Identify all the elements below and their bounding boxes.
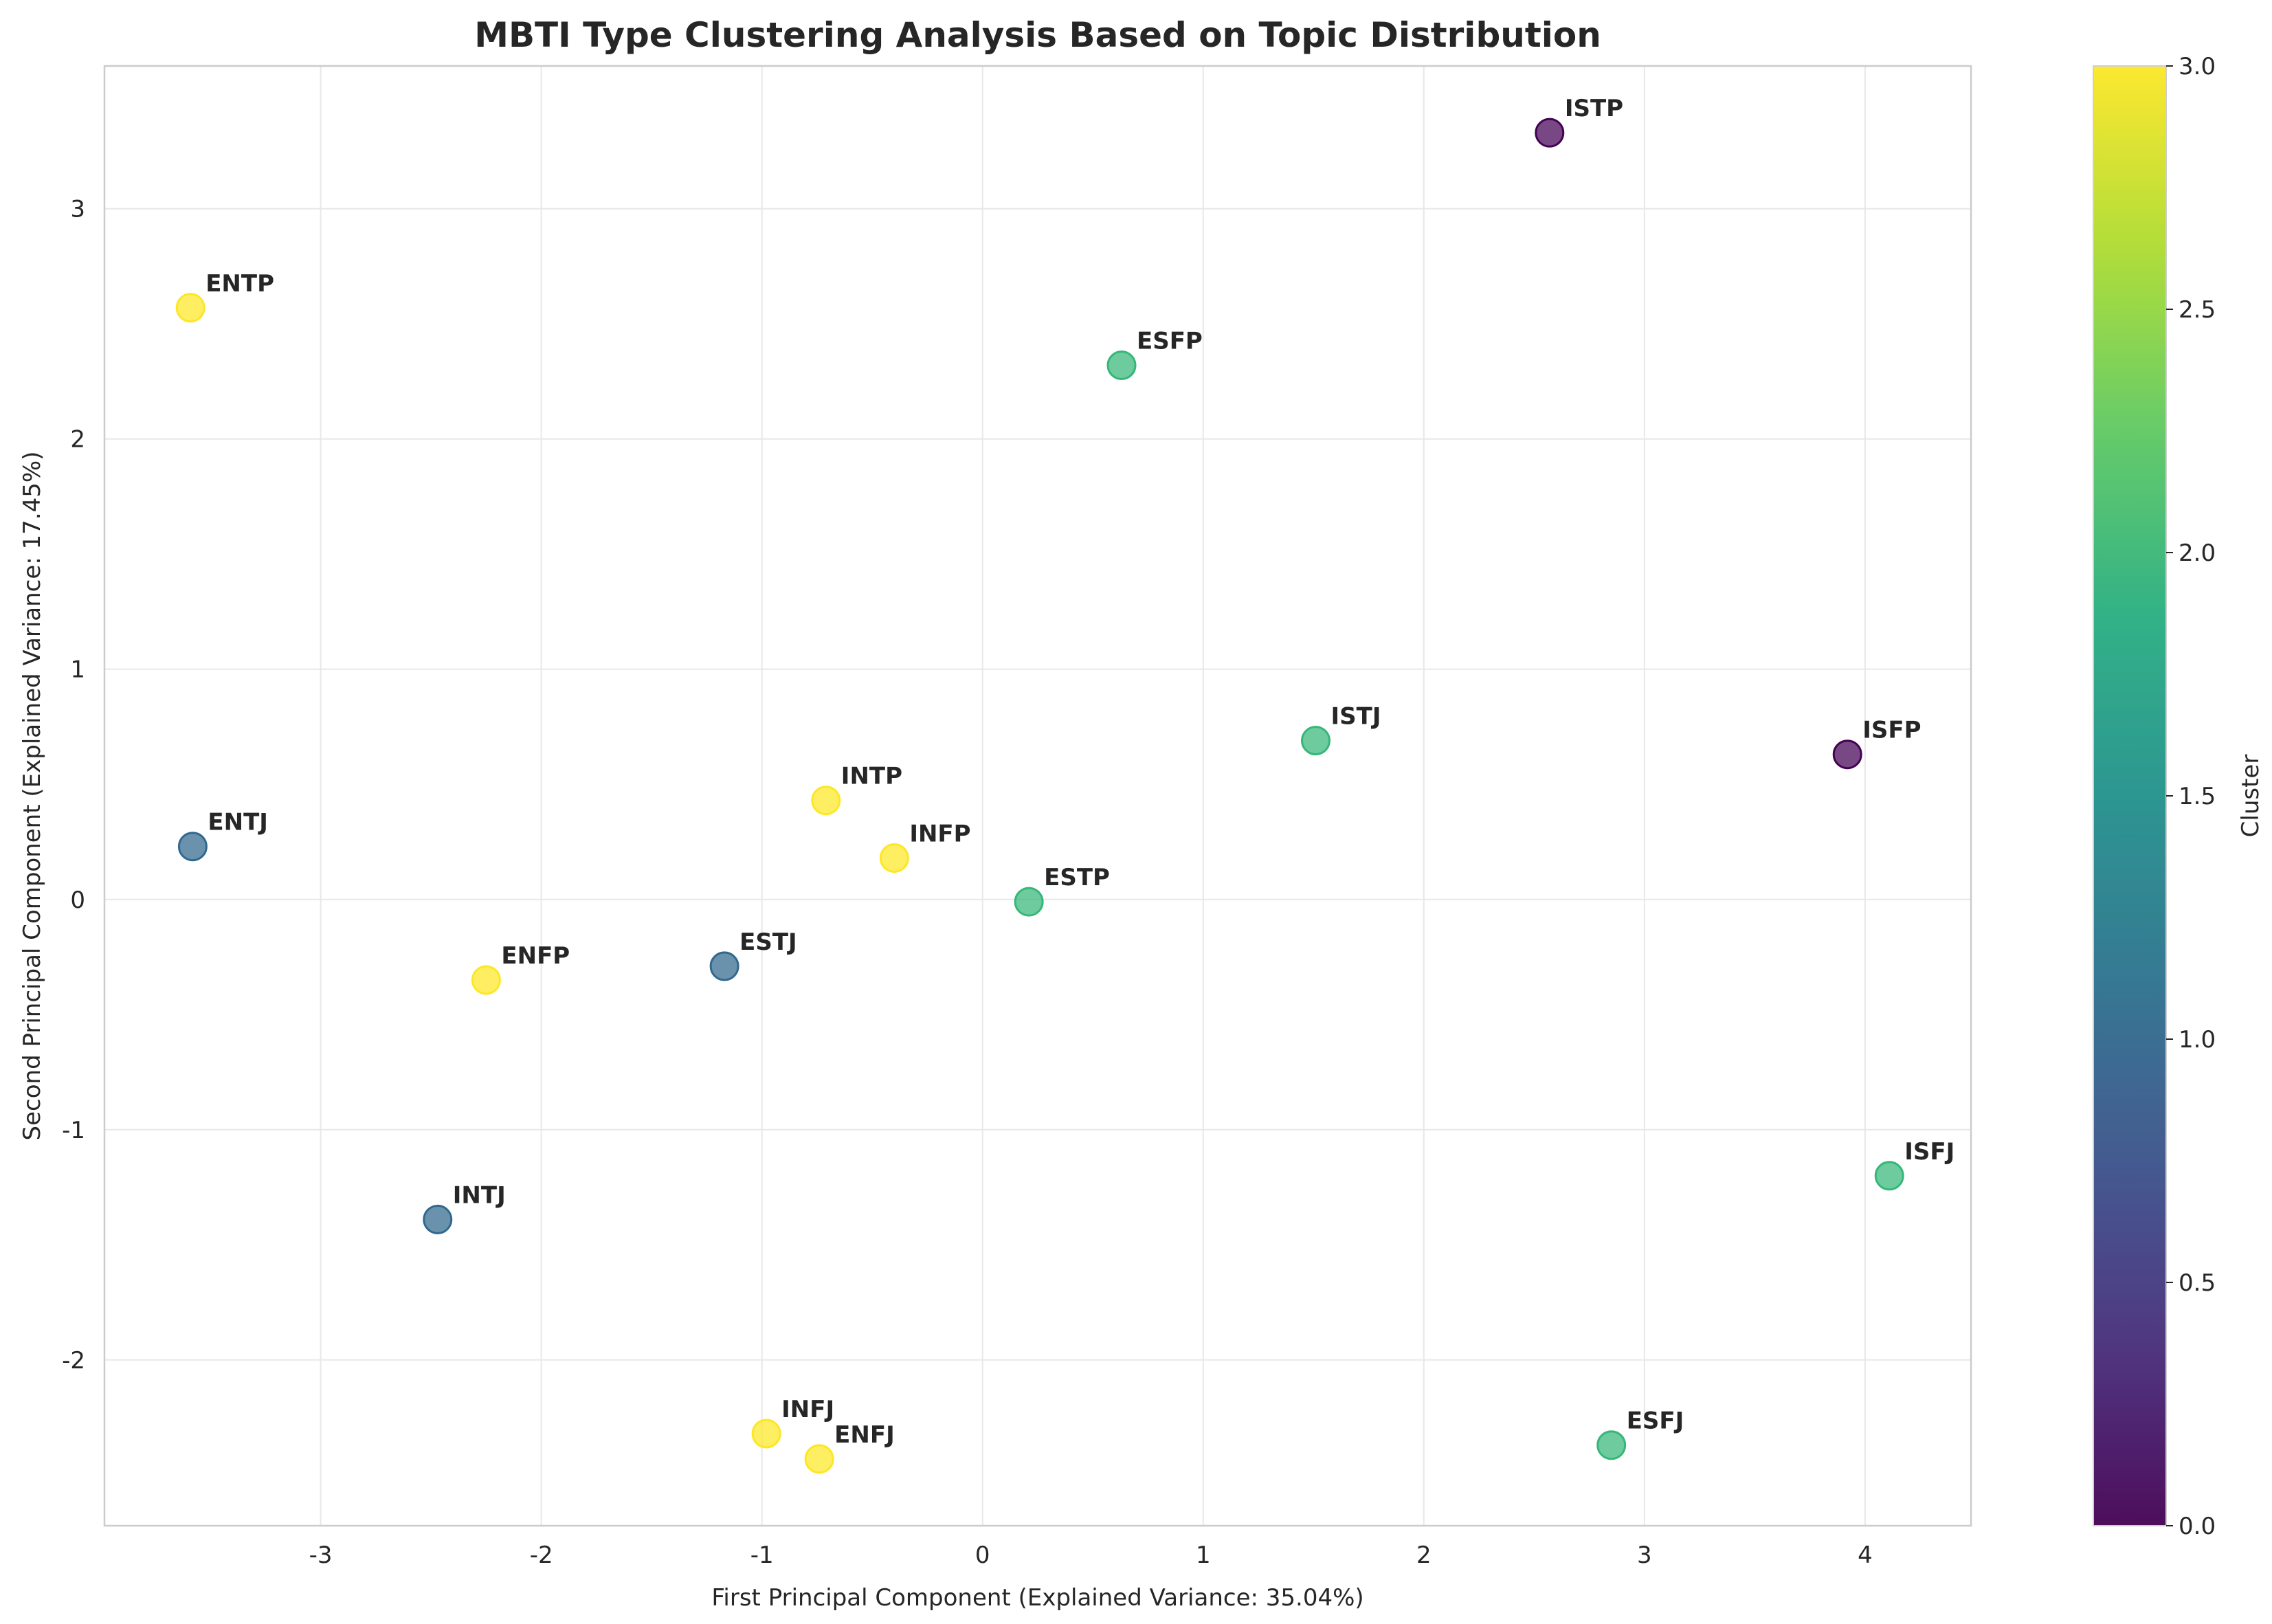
y-tick-label: 3 xyxy=(70,196,85,223)
point-label-istj: ISTJ xyxy=(1331,703,1381,731)
colorbar-label: Cluster xyxy=(2237,755,2264,838)
data-points xyxy=(175,118,1904,1474)
scatter-point-enfp xyxy=(471,965,501,995)
chart-title: MBTI Type Clustering Analysis Based on T… xyxy=(474,15,1601,55)
point-label-enfj: ENFJ xyxy=(834,1421,895,1449)
plot-frame xyxy=(103,65,1972,1527)
x-tick-label: 3 xyxy=(1637,1542,1652,1569)
point-label-intj: INTJ xyxy=(453,1181,506,1209)
x-tick-label: -1 xyxy=(750,1542,774,1569)
point-label-esfp: ESFP xyxy=(1137,328,1203,355)
y-tick-label: 1 xyxy=(70,656,85,684)
scatter-point-esfj xyxy=(1596,1430,1627,1460)
scatter-point-infj xyxy=(751,1419,781,1449)
y-tick-label: -1 xyxy=(62,1117,85,1144)
y-tick-label: 0 xyxy=(70,887,85,914)
point-label-entp: ENTP xyxy=(205,270,274,298)
colorbar-tick-label: 2.0 xyxy=(2179,540,2216,567)
y-tick-label: -2 xyxy=(62,1347,85,1375)
point-labels: ISTP ENTP ESFP ISTJ ISFP INTP ENTJ INFP ESTP ESTJ… xyxy=(205,95,1954,1449)
scatter-point-estj xyxy=(709,951,739,981)
y-axis-label: Second Principal Component (Explained Va… xyxy=(19,452,46,1141)
point-label-enfp: ENFP xyxy=(501,942,570,970)
colorbar-tick-label: 2.5 xyxy=(2179,296,2216,324)
scatter-point-enfj xyxy=(804,1444,834,1474)
x-tick-label: -3 xyxy=(309,1542,333,1569)
x-axis-ticks: -3 -2 -1 0 1 2 3 4 xyxy=(309,1542,1873,1569)
point-label-intp: INTP xyxy=(841,763,902,790)
x-tick-label: 2 xyxy=(1416,1542,1432,1569)
scatter-point-entj xyxy=(177,832,208,862)
x-tick-label: 0 xyxy=(975,1542,990,1569)
x-tick-label: -2 xyxy=(530,1542,553,1569)
point-label-infp: INFP xyxy=(909,820,970,847)
scatter-point-istj xyxy=(1301,726,1331,756)
scatter-point-istp xyxy=(1535,118,1565,148)
y-axis-ticks: -2 -1 0 1 2 3 xyxy=(62,196,85,1375)
colorbar xyxy=(2093,65,2167,1526)
point-label-isfj: ISFJ xyxy=(1904,1138,1954,1166)
x-tick-label: 4 xyxy=(1858,1542,1873,1569)
scatter-point-infp xyxy=(879,843,909,873)
y-tick-label: 2 xyxy=(70,426,85,454)
scatter-point-isfp xyxy=(1832,739,1862,770)
scatter-point-esfp xyxy=(1106,351,1137,381)
colorbar-tick-label: 1.5 xyxy=(2179,783,2216,810)
colorbar-tick-label: 0.5 xyxy=(2179,1269,2216,1297)
point-label-isfp: ISFP xyxy=(1862,717,1921,744)
point-label-esfj: ESFJ xyxy=(1627,1408,1684,1435)
colorbar-tick-label: 1.0 xyxy=(2179,1026,2216,1054)
point-label-entj: ENTJ xyxy=(208,809,268,836)
point-label-estp: ESTP xyxy=(1044,864,1110,891)
scatter-point-entp xyxy=(175,293,205,323)
point-label-estj: ESTJ xyxy=(739,928,797,956)
grid xyxy=(104,66,1971,1526)
colorbar-tick-label: 0.0 xyxy=(2179,1513,2216,1540)
colorbar-ticks: 0.0 0.5 1.0 1.5 2.0 2.5 3.0 xyxy=(2166,53,2216,1540)
colorbar-tick-label: 3.0 xyxy=(2179,53,2216,80)
scatter-point-intj xyxy=(423,1204,453,1234)
point-label-istp: ISTP xyxy=(1565,95,1623,122)
scatter-point-isfj xyxy=(1874,1161,1904,1191)
x-axis-label: First Principal Component (Explained Var… xyxy=(711,1584,1363,1612)
point-label-infj: INFJ xyxy=(781,1396,834,1423)
scatter-point-intp xyxy=(811,786,841,816)
x-tick-label: 1 xyxy=(1196,1542,1211,1569)
scatter-point-estp xyxy=(1014,887,1044,917)
